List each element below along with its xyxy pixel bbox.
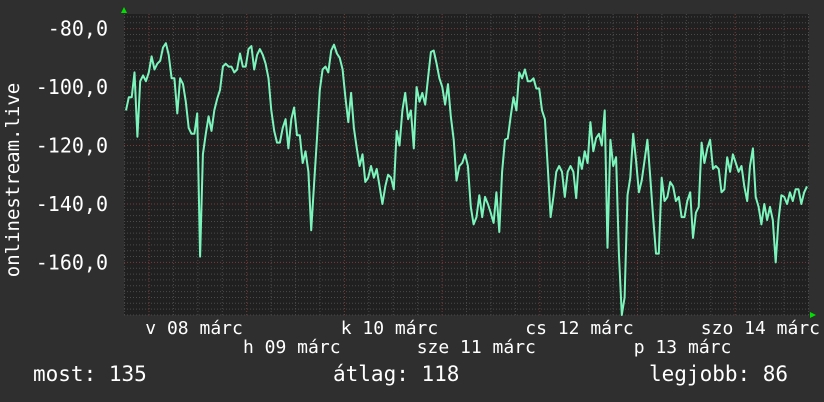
x-tick-label: szo 14 márc — [701, 318, 820, 339]
x-tick-label: cs 12 márc — [525, 318, 633, 339]
x-tick-label: k 10 márc — [341, 318, 439, 339]
y-tick-label: -100,0 — [36, 75, 108, 99]
x-axis-arrow-icon — [810, 312, 816, 318]
series-line — [125, 42, 808, 316]
x-tick-label: p 13 márc — [634, 337, 732, 358]
y-tick-label: -140,0 — [36, 192, 108, 216]
stat-average: átlag: 118 — [333, 362, 460, 386]
y-axis-arrow-icon — [121, 7, 127, 13]
y-tick-label: -160,0 — [36, 250, 108, 274]
x-tick-label: v 08 márc — [145, 318, 243, 339]
y-tick-label: -80,0 — [48, 17, 108, 41]
stat-best: legjobb: 86 — [649, 362, 789, 386]
stat-current: most: 135 — [33, 362, 147, 386]
x-tick-label: sze 11 márc — [417, 337, 536, 358]
y-tick-label: -120,0 — [36, 134, 108, 158]
y-axis-title: onlinestream.live — [2, 82, 24, 278]
x-tick-label: h 09 márc — [243, 337, 341, 358]
